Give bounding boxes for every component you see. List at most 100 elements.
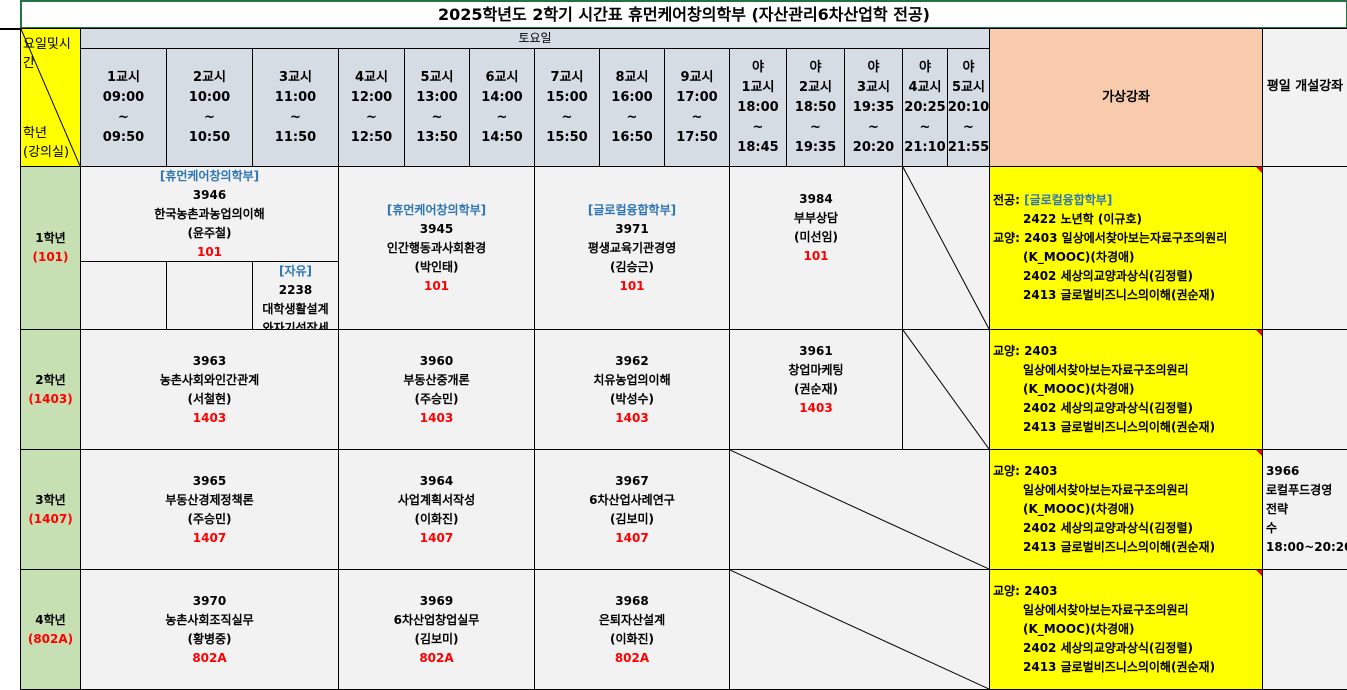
period-l4: 11:50 (274, 129, 317, 145)
course-dept: [자유] (278, 264, 313, 278)
corner-top-label: 요일및시간 (23, 37, 71, 71)
course-code: 3960 (419, 353, 454, 368)
virtual-header[interactable]: 가상강좌 (989, 28, 1263, 167)
grade-name: 1학년 (35, 231, 66, 245)
course-code: 3965 (192, 473, 227, 488)
grade-room: (101) (32, 250, 69, 264)
virtual-course-cell[interactable]: 전공: [글로컬융합학부] 2422 노년학 (이규호) 교양: 2403 일상… (989, 166, 1263, 330)
period-l2: 19:35 (852, 99, 895, 115)
course-cell[interactable]: 3970 농촌사회조직실무 (황병중) 802A (80, 569, 339, 690)
course-professor: (권순재) (793, 381, 839, 396)
course-name: 한국농촌과농업의이해 (154, 206, 265, 221)
virtual-text: 2402 세상의교양과상식(김정렬) (1023, 521, 1193, 535)
course-cell[interactable]: 3962 치유농업의이해 (박성수) 1403 (534, 329, 730, 450)
course-name: 6차산업사례연구 (589, 492, 675, 507)
period-l3: ~ (118, 109, 129, 125)
virtual-line: (K_MOOC)(차경애) (993, 248, 1135, 267)
course-cell[interactable]: [자유] 2238 대학생활설계 와자기성장세 (252, 261, 339, 330)
virtual-line: (K_MOOC)(차경애) (993, 620, 1135, 639)
period-l3: ~ (496, 109, 508, 125)
virtual-course-cell[interactable]: 교양: 2403 일상에서찾아보는자료구조의원리 (K_MOOC)(차경애) 2… (989, 569, 1263, 690)
virtual-text: 교양: (993, 231, 1020, 245)
period-l2: 20:25 (904, 99, 946, 115)
period-l1: 4교시 (908, 79, 942, 95)
course-cell[interactable]: [글로컬융합학부] 3971 평생교육기관경영 (김승근) 101 (534, 166, 730, 330)
grade-cell[interactable]: 4학년 (802A) (20, 569, 81, 690)
course-cell[interactable]: 3984 부부상담 (미선임) 101 (729, 166, 903, 330)
period-header[interactable]: 야 2교시 18:50 ~19:35 (786, 48, 845, 167)
period-header[interactable]: 8교시 16:00 ~16:50 (599, 48, 665, 167)
virtual-text: 교양: (993, 464, 1020, 478)
empty-cell[interactable] (166, 261, 253, 330)
period-night-label: 야 (919, 59, 931, 75)
period-header[interactable]: 5교시 13:00 ~13:50 (404, 48, 470, 167)
period-header[interactable]: 야 3교시 19:35 ~20:20 (844, 48, 903, 167)
course-room: 101 (619, 278, 645, 293)
course-professor: (이화진) (414, 511, 459, 526)
course-cell[interactable]: [휴먼케어창의학부] 3946 한국농촌과농업의이해 (윤주철) 101 (80, 166, 339, 262)
course-cell[interactable]: 3965 부동산경제정책론 (주승민) 1407 (80, 449, 339, 570)
course-cell[interactable]: 3963 농촌사회와인간관계 (서철현) 1403 (80, 329, 339, 450)
course-cell[interactable]: 3960 부동산중개론 (주승민) 1403 (338, 329, 535, 450)
weekday-cell[interactable]: 3966 로컬푸드경영 전략 수 18:00~20:20 (1262, 449, 1347, 570)
grade-cell[interactable]: 2학년 (1403) (20, 329, 81, 450)
weekday-cell[interactable] (1262, 569, 1347, 690)
period-header[interactable]: 6교시 14:00 ~14:50 (469, 48, 535, 167)
course-name: 창업마케팅 (788, 362, 844, 377)
course-cell[interactable]: 3969 6차산업창업실무 (김보미) 802A (338, 569, 535, 690)
empty-cell[interactable] (80, 261, 167, 330)
course-dept: [휴먼케어창의학부] (159, 168, 260, 183)
course-cell[interactable]: 3968 은퇴자산설계 (이화진) 802A (534, 569, 730, 690)
comment-indicator-icon (1256, 330, 1262, 336)
virtual-text: 2422 노년학 (이규호) (1023, 212, 1142, 226)
title-cell[interactable]: 2025학년도 2학기 시간표 휴먼케어창의학부 (자산관리6차산업학 전공) (20, 0, 1347, 29)
period-l1: 8교시 (615, 69, 649, 85)
course-name-cont: 와자기성장세 (262, 321, 329, 330)
weekday-cell[interactable] (1262, 329, 1347, 450)
course-professor: (서철현) (187, 391, 232, 406)
course-professor: (이화진) (609, 631, 655, 646)
period-l4: 18:45 (737, 139, 779, 155)
weekday-header[interactable]: 평일 개설강좌 (1262, 28, 1347, 167)
period-header[interactable]: 야 5교시 20:10 ~21:55 (947, 48, 990, 167)
corner-cell[interactable]: 요일및시간 학년 (강의실) (20, 28, 81, 167)
grade-cell[interactable]: 1학년 (101) (20, 166, 81, 330)
virtual-course-cell[interactable]: 교양: 2403 일상에서찾아보는자료구조의원리 (K_MOOC)(차경애) 2… (989, 449, 1263, 570)
virtual-line: 2413 글로벌비즈니스의이해(권순재) (993, 286, 1215, 305)
day-header[interactable]: 토요일 (80, 28, 990, 49)
period-header[interactable]: 야 4교시 20:25 ~21:10 (902, 48, 948, 167)
course-cell[interactable]: [휴먼케어창의학부] 3945 인간행동과사회환경 (박인태) 101 (338, 166, 535, 330)
course-room: 1403 (419, 410, 454, 425)
course-code: 3970 (192, 593, 227, 608)
course-cell[interactable]: 3964 사업계획서작성 (이화진) 1407 (338, 449, 535, 570)
course-code: 3984 (799, 192, 833, 206)
course-cell[interactable]: 3967 6차산업사례연구 (김보미) 1407 (534, 449, 730, 570)
virtual-text: [글로컬융합학부] (1024, 193, 1113, 207)
period-l3: ~ (868, 119, 879, 135)
period-header[interactable]: 3교시 11:00 ~11:50 (252, 48, 339, 167)
virtual-line: 2413 글로벌비즈니스의이해(권순재) (993, 538, 1215, 557)
period-l4: 21:10 (904, 139, 946, 155)
period-l3: ~ (431, 109, 443, 125)
virtual-text: 2403 (1024, 584, 1058, 598)
blocked-cell (729, 449, 990, 570)
diagonal-line (21, 29, 80, 166)
weekday-cell[interactable] (1262, 166, 1347, 330)
period-header[interactable]: 2교시 10:00 ~10:50 (166, 48, 253, 167)
virtual-course-cell[interactable]: 교양: 2403 일상에서찾아보는자료구조의원리 (K_MOOC)(차경애) 2… (989, 329, 1263, 450)
period-header[interactable]: 9교시 17:00 ~17:50 (664, 48, 730, 167)
course-cell[interactable]: 3961 창업마케팅 (권순재) 1403 (729, 329, 903, 450)
course-professor: (주승민) (414, 391, 459, 406)
grade-cell[interactable]: 3학년 (1407) (20, 449, 81, 570)
period-header[interactable]: 4교시 12:00 ~12:50 (338, 48, 405, 167)
course-professor: (김보미) (414, 631, 459, 646)
virtual-text: (K_MOOC)(차경애) (1023, 622, 1135, 636)
period-header[interactable]: 7교시 15:00 ~15:50 (534, 48, 600, 167)
period-l1: 2교시 (193, 69, 226, 85)
diagonal-line (730, 450, 989, 569)
period-l2: 18:50 (794, 99, 837, 115)
course-professor: (윤주철) (187, 225, 232, 240)
course-code: 3964 (419, 473, 454, 488)
period-header[interactable]: 1교시 09:00 ~09:50 (80, 48, 167, 167)
period-header[interactable]: 야 1교시 18:00 ~18:45 (729, 48, 787, 167)
